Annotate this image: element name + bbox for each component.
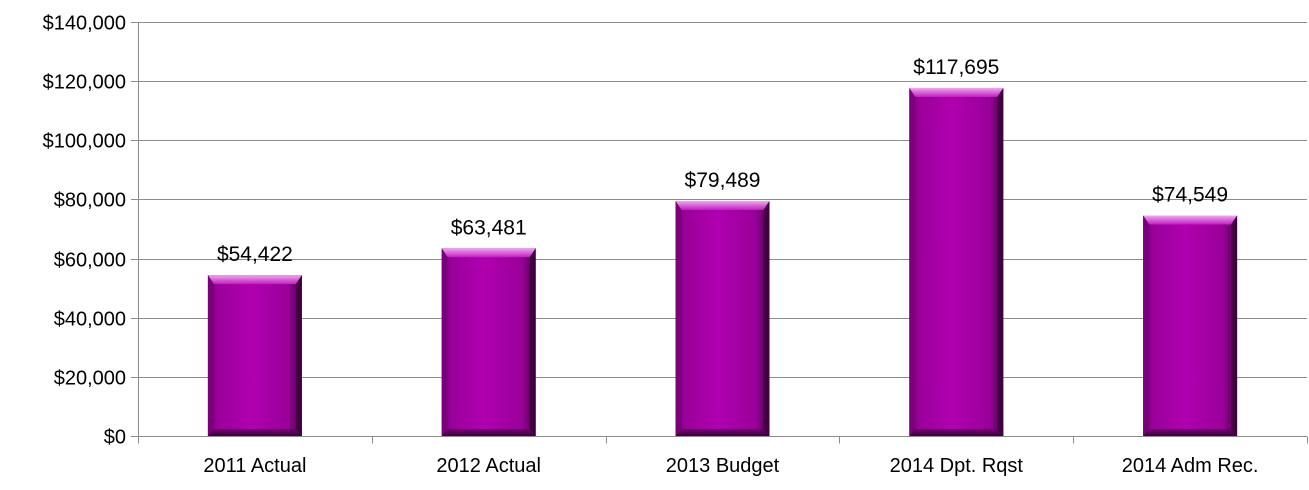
y-tick-label: $120,000 (43, 72, 126, 94)
bar-value-label: $74,549 (1152, 184, 1228, 207)
bar-bevel-bottom (207, 429, 302, 436)
bar-bevel-bottom (675, 429, 770, 436)
bar-bevel-bottom (1143, 429, 1238, 436)
bars (207, 87, 1238, 436)
y-tick-label: $80,000 (54, 190, 126, 212)
y-tick-label: $140,000 (43, 13, 126, 35)
bar-bevel-top (675, 200, 770, 210)
bar-bevel-right (529, 248, 536, 436)
bar (675, 200, 770, 436)
bar-bevel-right (997, 87, 1004, 436)
bar (441, 248, 536, 436)
y-tick-label: $0 (104, 427, 126, 449)
x-category-label: 2014 Adm Rec. (1122, 455, 1259, 477)
x-axis: 2011 Actual 2012 Actual 2013 Budget 2014 Dp… (138, 436, 1308, 477)
bar-bevel-top (441, 248, 536, 258)
bar-value-label: $79,489 (685, 169, 761, 192)
bar-bevel-top (207, 275, 302, 285)
bar-bevel-bottom (909, 429, 1004, 436)
y-tick-label: $40,000 (54, 309, 126, 331)
bar-bevel-top (909, 87, 1004, 97)
bar-value-label: $117,695 (913, 56, 999, 79)
bar-bevel-right (1231, 215, 1238, 436)
x-category-label: 2014 Dpt. Rqst (890, 455, 1024, 477)
bar-body (909, 87, 1004, 436)
bar (207, 275, 302, 436)
y-tick-label: $60,000 (54, 250, 126, 272)
y-tick-label: $20,000 (54, 368, 126, 390)
y-tick-label: $100,000 (43, 131, 126, 153)
x-category-label: 2011 Actual (203, 455, 306, 477)
data-labels: $54,422 $63,481 $79,489 $117,695 $74,549 (217, 56, 1228, 266)
bar-body (207, 275, 302, 436)
bar-bevel-top (1143, 215, 1238, 225)
bar-bevel-left (675, 200, 682, 436)
bar-bevel-left (207, 275, 214, 436)
bar-bevel-left (441, 248, 448, 436)
y-axis: $0 $20,000 $40,000 $60,000 $80,000 $100,000 $1… (43, 13, 139, 449)
bar-body (675, 200, 770, 436)
bar-bevel-bottom (441, 429, 536, 436)
bar-bevel-left (909, 87, 916, 436)
x-category-label: 2012 Actual (436, 455, 541, 477)
bar (909, 87, 1004, 436)
bar-value-label: $63,481 (451, 216, 527, 239)
bar-bevel-right (763, 200, 770, 436)
bar-body (1143, 215, 1238, 436)
bar-bevel-left (1143, 215, 1150, 436)
bar-value-label: $54,422 (217, 243, 293, 266)
bar-body (441, 248, 536, 436)
bar (1143, 215, 1238, 436)
x-category-label: 2013 Budget (666, 455, 780, 477)
bar-bevel-right (295, 275, 302, 436)
